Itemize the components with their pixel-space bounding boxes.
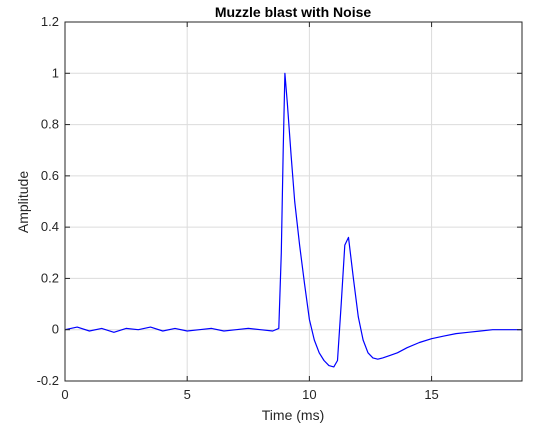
y-tick-label: -0.2 [37, 373, 59, 388]
y-tick-label: 1.2 [41, 14, 59, 29]
grid [64, 21, 522, 382]
plot-area [65, 22, 522, 381]
x-tick-label: 0 [61, 387, 68, 402]
y-tick-label: 0.8 [41, 117, 59, 132]
y-tick-label: 1 [52, 65, 59, 80]
x-axis-label: Time (ms) [262, 407, 324, 423]
chart-title: Muzzle blast with Noise [215, 4, 372, 20]
y-axis-label: Amplitude [15, 171, 31, 233]
y-tick-label: 0.2 [41, 270, 59, 285]
x-tick-label: 15 [424, 387, 438, 402]
y-tick-label: 0.4 [41, 219, 59, 234]
series-line [64, 72, 522, 368]
y-tick-label: 0 [52, 322, 59, 337]
ticks: 0 5 10 15-0.200.20.40.60.811.2 [37, 14, 522, 402]
y-tick-label: 0.6 [41, 168, 59, 183]
x-tick-label: 10 [302, 387, 316, 402]
data-layer [64, 72, 522, 368]
x-tick-label: 5 [184, 387, 191, 402]
axes-box [64, 21, 523, 382]
